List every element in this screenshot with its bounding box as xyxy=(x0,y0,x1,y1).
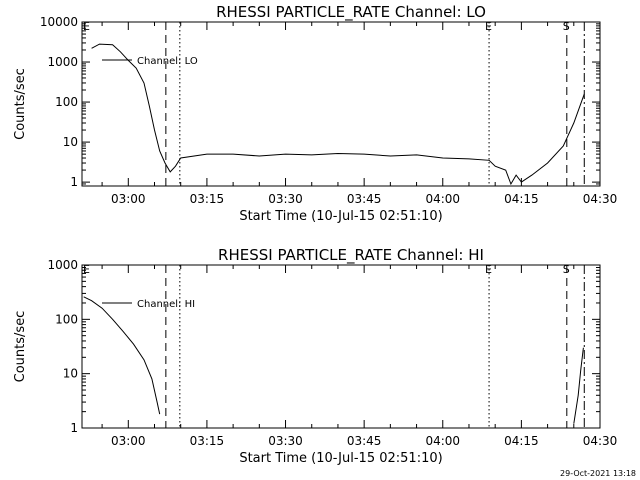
event-marker-label: E xyxy=(83,263,90,276)
y-tick-label: 100 xyxy=(55,95,78,109)
series-line xyxy=(83,296,161,415)
x-axis-label: Start Time (10-Jul-15 02:51:10) xyxy=(239,451,442,466)
series-line xyxy=(573,347,584,424)
x-tick-label: 04:30 xyxy=(583,192,618,206)
y-tick-label: 1 xyxy=(70,421,78,435)
plot-frame xyxy=(81,264,601,429)
x-tick-label: 03:30 xyxy=(268,434,303,448)
x-axis-label: Start Time (10-Jul-15 02:51:10) xyxy=(239,209,442,224)
y-tick-label: 10 xyxy=(63,135,78,149)
x-tick-label: 03:45 xyxy=(347,192,382,206)
event-marker-label: S xyxy=(563,20,570,33)
lo-channel-panel: RHESSI PARTICLE_RATE Channel: LO Start Ti… xyxy=(13,3,617,224)
legend-label: Channel: LO xyxy=(137,56,198,67)
x-tick-label: 03:15 xyxy=(190,192,225,206)
event-marker-label: E xyxy=(485,20,492,33)
plot-frame xyxy=(81,21,601,187)
y-axis-label: Counts/sec xyxy=(13,68,28,140)
x-tick-label: 03:15 xyxy=(190,434,225,448)
x-tick-label: 03:00 xyxy=(111,434,146,448)
x-tick-label: 03:00 xyxy=(111,192,146,206)
x-tick-label: 04:15 xyxy=(504,192,539,206)
y-tick-label: 10 xyxy=(63,367,78,381)
chart-title: RHESSI PARTICLE_RATE Channel: HI xyxy=(218,246,484,265)
y-tick-label: 1000 xyxy=(47,258,78,272)
plot-timestamp: 29-Oct-2021 13:18 xyxy=(560,469,636,478)
x-tick-label: 04:30 xyxy=(583,434,618,448)
event-marker-label: E xyxy=(485,263,492,276)
x-tick-label: 03:30 xyxy=(268,192,303,206)
y-tick-label: 1 xyxy=(70,175,78,189)
event-marker-label: S xyxy=(563,263,570,276)
chart-title: RHESSI PARTICLE_RATE Channel: LO xyxy=(216,3,486,22)
series-line xyxy=(91,43,585,186)
y-tick-label: 100 xyxy=(55,312,78,326)
hi-channel-panel: RHESSI PARTICLE_RATE Channel: HI Start Ti… xyxy=(13,246,617,466)
x-tick-label: 04:00 xyxy=(425,192,460,206)
y-tick-label: 10000 xyxy=(40,15,78,29)
event-marker-label: E xyxy=(83,20,90,33)
y-tick-label: 1000 xyxy=(47,55,78,69)
legend-label: Channel: HI xyxy=(137,299,195,310)
x-tick-label: 04:15 xyxy=(504,434,539,448)
x-tick-label: 03:45 xyxy=(347,434,382,448)
y-axis-label: Counts/sec xyxy=(13,311,28,383)
x-tick-label: 04:00 xyxy=(425,434,460,448)
